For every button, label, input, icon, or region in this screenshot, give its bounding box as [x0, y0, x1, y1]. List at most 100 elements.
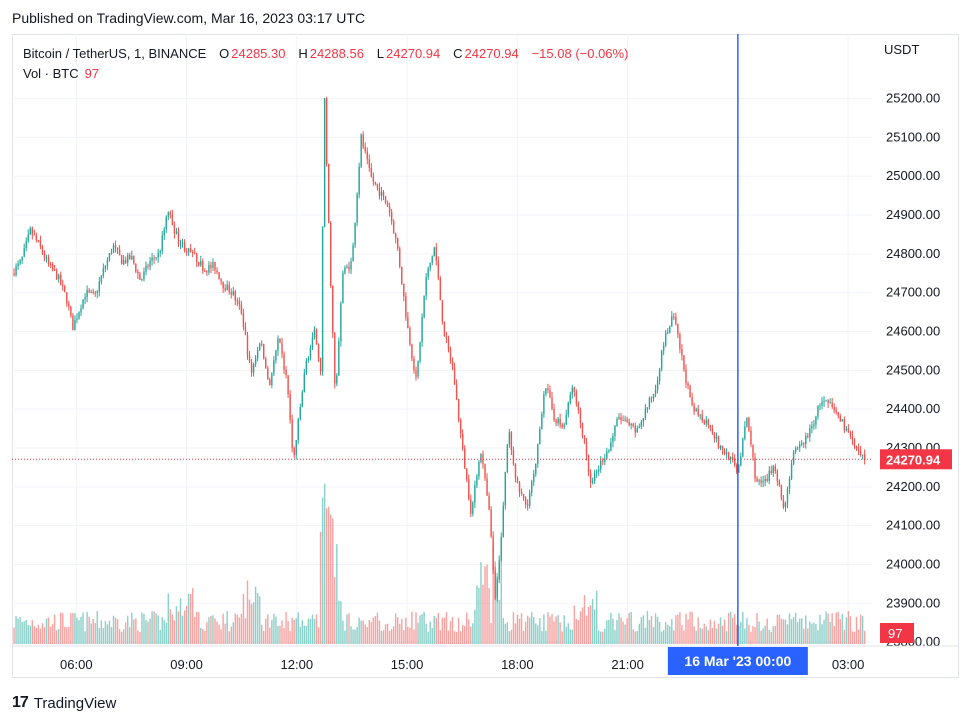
volume-bar [114, 617, 117, 644]
candle-body [734, 458, 736, 465]
volume-bar [212, 615, 214, 644]
x-tick-label: 21:00 [611, 657, 644, 672]
high-label: H [298, 46, 308, 61]
candle-body [29, 228, 31, 235]
candle-body [533, 474, 535, 482]
candle-body [161, 235, 163, 251]
candle-body [431, 256, 433, 263]
volume-bar [297, 612, 299, 644]
volume-bar [597, 630, 600, 644]
footer-brand[interactable]: TradingView [33, 694, 117, 712]
candle-body [252, 363, 255, 373]
y-tick-label: 25000.00 [886, 168, 940, 183]
high-value: 24288.56 [309, 46, 364, 61]
volume-bar [161, 617, 163, 644]
volume-bar [579, 611, 582, 644]
volume-bar [640, 617, 643, 644]
x-tick-label: 06:00 [60, 657, 93, 672]
volume-bar [616, 620, 618, 644]
volume-bar [41, 623, 44, 644]
candle-body [267, 368, 269, 380]
volume-bar [595, 590, 598, 644]
candle-body [210, 265, 212, 268]
volume-bar [750, 631, 752, 644]
volume-bar [17, 618, 19, 644]
volume-bar [311, 614, 314, 644]
candle-body [701, 414, 703, 421]
volume-bar [210, 615, 212, 644]
volume-bar [401, 618, 403, 644]
candle-body [853, 440, 856, 447]
volume-bar [839, 619, 841, 644]
volume-bar [354, 629, 356, 644]
candle-body [798, 444, 801, 448]
candle-body [49, 263, 52, 265]
candle-body [295, 440, 297, 455]
volume-bar [662, 630, 665, 644]
price-chart[interactable]: 25200.00 25100.00 25000.00 24900.00 24800.00… [12, 34, 959, 678]
candle-body [559, 418, 561, 425]
volume-bar [618, 613, 620, 644]
volume-bar [55, 630, 58, 644]
volume-bar [484, 566, 486, 644]
volume-bar [571, 629, 574, 644]
volume-bar [512, 612, 515, 644]
candle-body [490, 509, 492, 537]
candle-body [291, 419, 293, 448]
candle-body [260, 343, 263, 345]
published-caption: Published on TradingView.com, Mar 16, 20… [12, 10, 366, 26]
candle-body [644, 408, 647, 419]
volume-bar [685, 613, 687, 644]
candle-body [723, 450, 726, 455]
candle-body [275, 350, 277, 361]
volume-bar [254, 586, 257, 644]
candle-body [37, 240, 40, 242]
volume-bar [658, 621, 661, 644]
candle-body [350, 261, 352, 270]
volume-bar [263, 630, 265, 644]
volume-bar [102, 628, 105, 644]
candle-body [378, 187, 381, 196]
candle-body [498, 560, 500, 580]
volume-bar [727, 613, 730, 644]
chart-frame[interactable] [12, 34, 959, 678]
volume-bar [230, 626, 232, 644]
candle-body [92, 291, 94, 293]
candle-body [218, 272, 220, 280]
volume-bar [248, 599, 251, 644]
candle-body [455, 384, 458, 400]
volume-bar [770, 631, 772, 644]
candle-body [131, 255, 133, 260]
candle-body [443, 321, 446, 337]
volume-bar [350, 626, 352, 644]
candle-body [394, 233, 397, 239]
volume-bar [859, 614, 862, 644]
volume-bar [827, 613, 829, 644]
volume-bar [494, 561, 496, 644]
volume-bar [445, 612, 448, 644]
volume-bar [68, 627, 70, 644]
volume-bar [461, 624, 464, 644]
volume-bar [256, 592, 259, 644]
candle-body [809, 428, 811, 437]
candle-body [206, 270, 208, 273]
candle-body [575, 391, 578, 404]
candle-body [547, 388, 549, 391]
candle-body [165, 216, 167, 230]
candle-body [289, 393, 291, 420]
candle-body [157, 252, 159, 258]
tradingview-logo-icon[interactable]: 17 [12, 694, 29, 711]
candle-body [486, 478, 488, 496]
volume-bar [31, 620, 34, 644]
volume-bar [522, 630, 525, 644]
volume-bar [831, 613, 833, 644]
volume-bar [80, 617, 82, 644]
candle-body [805, 436, 807, 445]
volume-label: Vol · BTC [23, 66, 79, 81]
candle-body [709, 425, 712, 429]
candle-body [855, 446, 858, 449]
volume-bar [752, 626, 754, 644]
crosshair-time-tag [667, 647, 808, 675]
candle-body [484, 464, 486, 479]
volume-bar [360, 620, 362, 644]
